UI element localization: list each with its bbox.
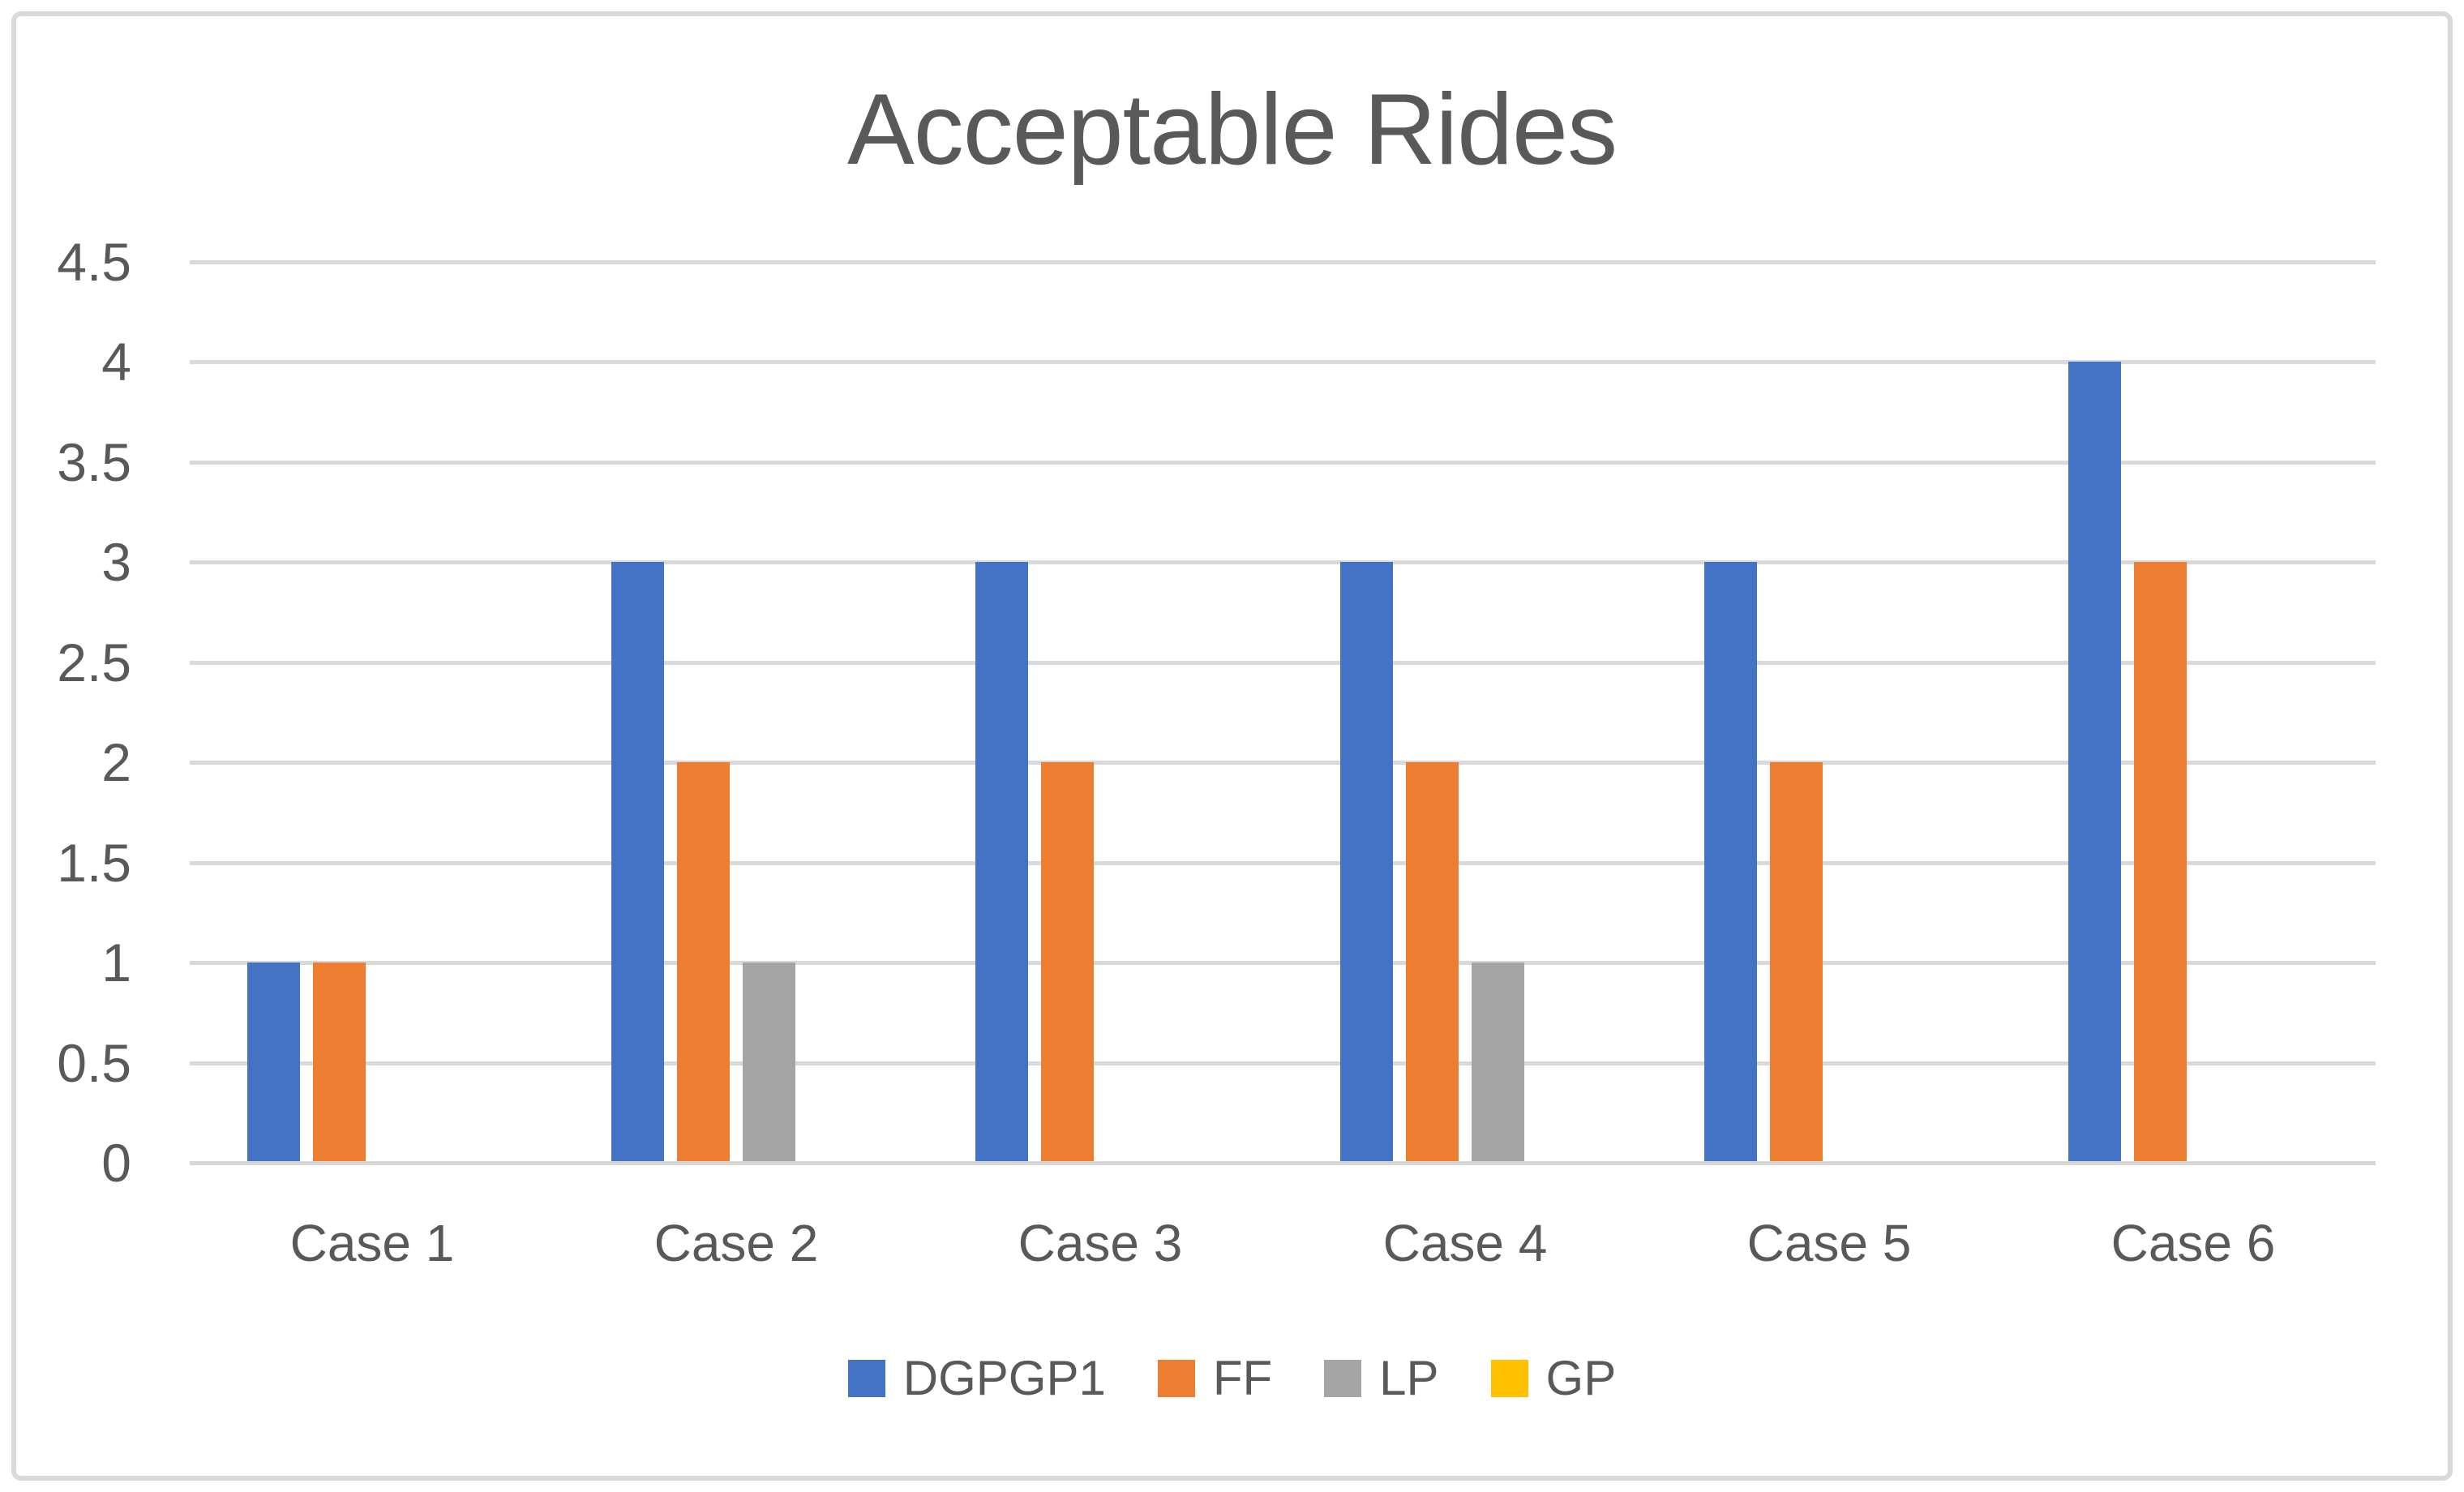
gridline (190, 661, 2376, 665)
y-axis-label: 2.5 (57, 632, 131, 692)
legend-item-gp: GP (1490, 1351, 1617, 1405)
legend-swatch-lp (1324, 1360, 1362, 1397)
x-axis-label-case-4: Case 4 (1382, 1214, 1548, 1272)
gridline (190, 761, 2376, 765)
bar-dgpgp1-case-2 (611, 562, 664, 1161)
gridline (190, 961, 2376, 965)
x-axis-label-case-6: Case 6 (2110, 1214, 2276, 1272)
legend-swatch-dgpgp1 (847, 1360, 885, 1397)
legend-label-lp: LP (1379, 1351, 1439, 1405)
legend-item-ff: FF (1157, 1351, 1273, 1405)
y-axis-label: 0 (101, 1133, 131, 1193)
legend-swatch-gp (1490, 1360, 1528, 1397)
y-axis-label: 3 (101, 532, 131, 592)
y-axis-label: 0.5 (57, 1033, 131, 1093)
gridline (190, 360, 2376, 364)
bar-dgpgp1-case-1 (247, 963, 300, 1161)
gridline (190, 260, 2376, 264)
x-axis-label-case-3: Case 3 (1018, 1214, 1183, 1272)
legend: DGPGP1 FF LP GP (0, 1338, 2464, 1419)
legend-label-gp: GP (1545, 1351, 1617, 1405)
bar-dgpgp1-case-4 (1340, 562, 1393, 1161)
bar-ff-case-2 (677, 762, 730, 1161)
x-axis-label-case-1: Case 1 (289, 1214, 455, 1272)
bar-ff-case-1 (313, 963, 366, 1161)
legend-swatch-ff (1157, 1360, 1195, 1397)
bar-lp-case-2 (743, 963, 795, 1161)
legend-label-dgpgp1: DGPGP1 (902, 1351, 1106, 1405)
x-axis-line (190, 1161, 2376, 1165)
gridline (190, 461, 2376, 465)
gridline (190, 1061, 2376, 1065)
bar-dgpgp1-case-5 (1704, 562, 1757, 1161)
y-axis-label: 4 (101, 332, 131, 392)
bar-dgpgp1-case-6 (2068, 362, 2121, 1161)
bar-ff-case-5 (1770, 762, 1823, 1161)
chart-frame (11, 11, 2453, 1481)
y-axis-label: 2 (101, 732, 131, 792)
y-axis-label: 4.5 (57, 232, 131, 292)
y-axis-label: 3.5 (57, 432, 131, 492)
x-axis-label-case-5: Case 5 (1746, 1214, 1912, 1272)
bar-ff-case-4 (1406, 762, 1459, 1161)
bar-dgpgp1-case-3 (975, 562, 1028, 1161)
legend-item-dgpgp1: DGPGP1 (847, 1351, 1106, 1405)
bar-ff-case-3 (1041, 762, 1094, 1161)
y-axis-label: 1 (101, 932, 131, 993)
bar-ff-case-6 (2134, 562, 2187, 1161)
legend-label-ff: FF (1212, 1351, 1273, 1405)
legend-item-lp: LP (1324, 1351, 1439, 1405)
x-axis-label-case-2: Case 2 (653, 1214, 819, 1272)
bar-lp-case-4 (1472, 963, 1524, 1161)
y-axis-label: 1.5 (57, 833, 131, 893)
chart-title: Acceptable Rides (847, 74, 1618, 186)
gridline (190, 861, 2376, 865)
gridline (190, 560, 2376, 564)
